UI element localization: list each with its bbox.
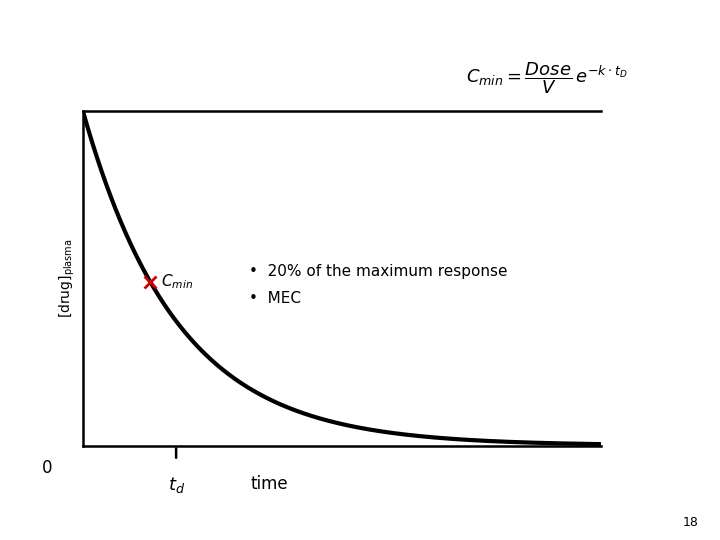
Text: •  20% of the maximum response: • 20% of the maximum response xyxy=(248,264,507,279)
Text: $t_d$: $t_d$ xyxy=(168,475,184,495)
Text: •  MEC: • MEC xyxy=(248,291,301,306)
Text: time: time xyxy=(251,475,289,493)
Text: 18: 18 xyxy=(683,516,698,529)
Text: $\mathit{C_{min}} = \dfrac{\mathit{Dose}}{\mathit{V}}\,\mathit{e}^{-\mathit{k}\c: $\mathit{C_{min}} = \dfrac{\mathit{Dose}… xyxy=(467,60,628,96)
Text: $C_{min}$: $C_{min}$ xyxy=(161,272,192,291)
Y-axis label: [drug]$_\mathrm{plasma}$: [drug]$_\mathrm{plasma}$ xyxy=(58,238,77,318)
Text: 0: 0 xyxy=(42,459,52,477)
